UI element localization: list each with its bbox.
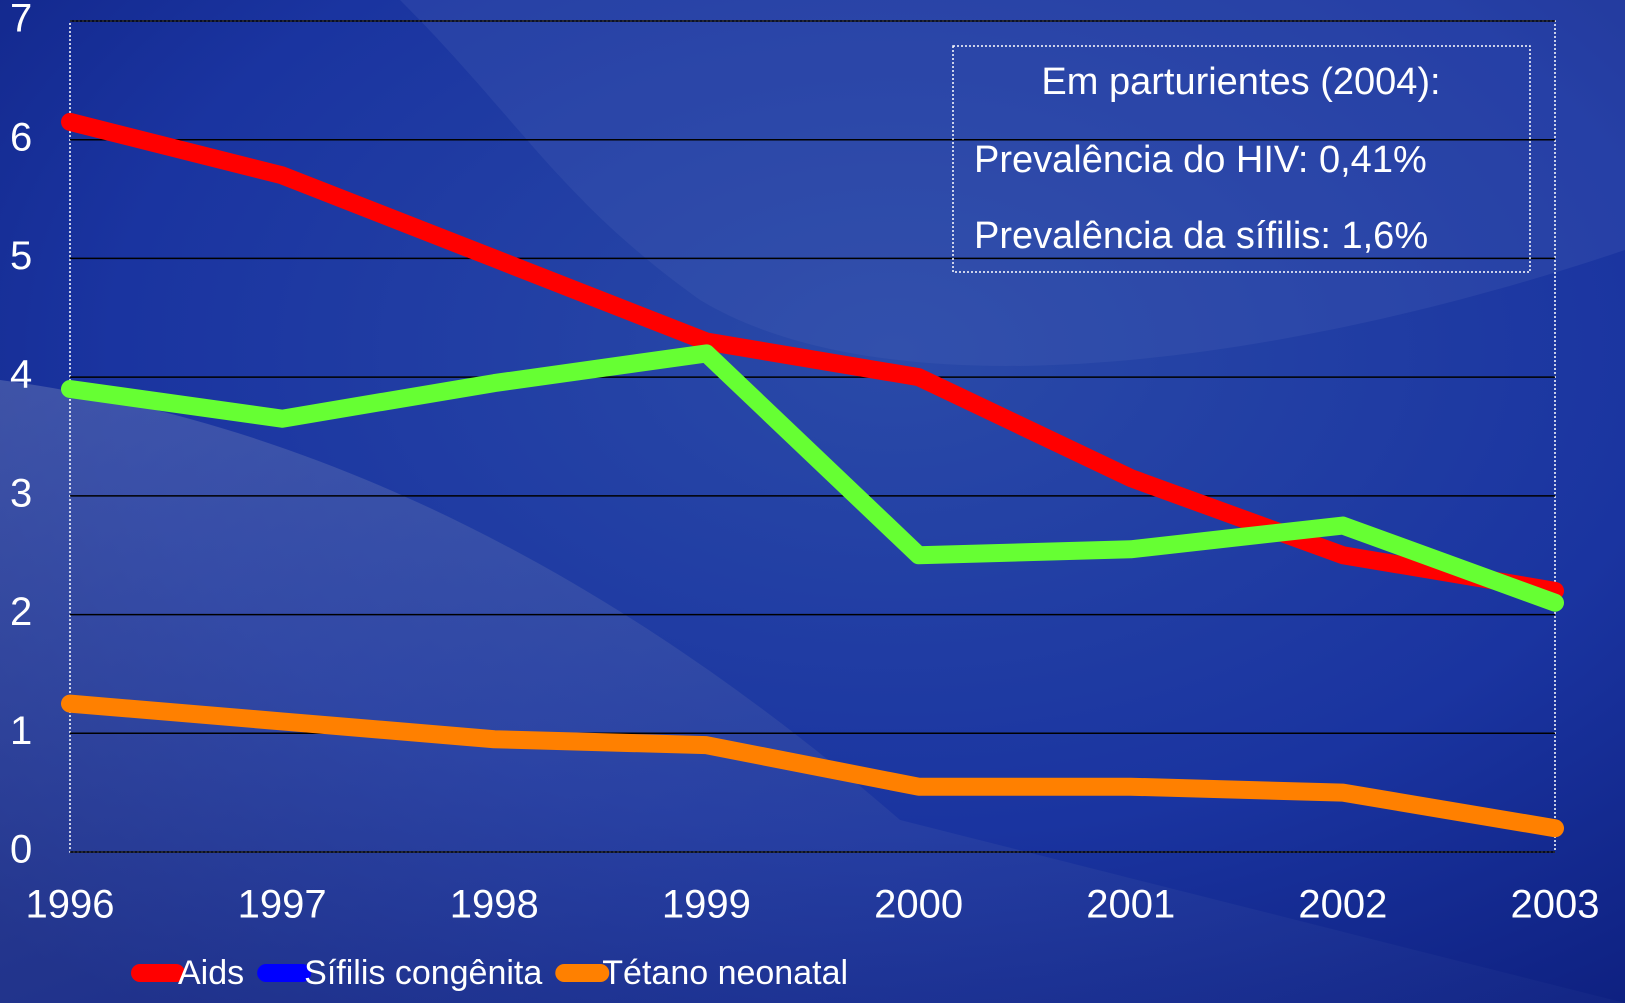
y-tick-label: 2 — [10, 590, 32, 634]
background-shape — [400, 0, 1625, 366]
x-tick-label: 1999 — [662, 883, 751, 927]
y-tick-label: 6 — [10, 115, 32, 159]
x-tick-label: 2000 — [874, 883, 963, 927]
legend-label: Tétano neonatal — [602, 954, 848, 992]
y-tick-label: 1 — [10, 709, 32, 753]
y-tick-label: 5 — [10, 234, 32, 278]
x-tick-label: 2002 — [1298, 883, 1387, 927]
x-tick-label: 2001 — [1086, 883, 1175, 927]
data-line — [61, 694, 1564, 838]
annotation: Em parturientes (2004): — [1041, 61, 1440, 103]
y-tick-label: 0 — [10, 828, 32, 872]
annotation: Prevalência da sífilis: 1,6% — [974, 215, 1428, 257]
y-tick-label: 3 — [10, 471, 32, 515]
x-tick-label: 2003 — [1511, 883, 1600, 927]
annotation: Prevalência do HIV: 0,41% — [974, 139, 1427, 181]
x-tick-label: 1996 — [26, 883, 115, 927]
legend-label: Aids — [178, 954, 244, 992]
annotation-box — [952, 45, 1531, 273]
data-line — [61, 112, 1564, 600]
x-tick-label: 1998 — [450, 883, 539, 927]
y-tick-label: 4 — [10, 353, 32, 397]
x-tick-label: 1997 — [238, 883, 327, 927]
y-tick-label: 7 — [10, 0, 32, 41]
legend-label: Sífilis congênita — [304, 954, 542, 992]
plot-border — [69, 20, 1556, 853]
data-line — [61, 344, 1564, 612]
background-shape — [0, 380, 1625, 1003]
